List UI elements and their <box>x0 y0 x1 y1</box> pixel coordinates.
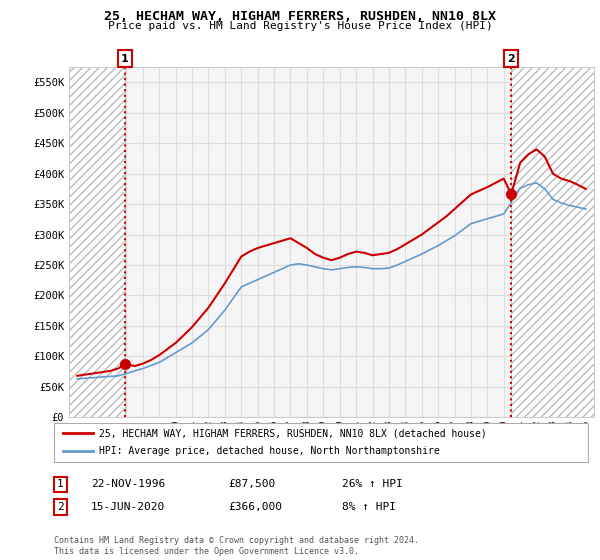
Text: 2: 2 <box>507 54 515 64</box>
Text: 8% ↑ HPI: 8% ↑ HPI <box>342 502 396 512</box>
Text: Contains HM Land Registry data © Crown copyright and database right 2024.
This d: Contains HM Land Registry data © Crown c… <box>54 536 419 556</box>
Text: 25, HECHAM WAY, HIGHAM FERRERS, RUSHDEN, NN10 8LX: 25, HECHAM WAY, HIGHAM FERRERS, RUSHDEN,… <box>104 10 496 22</box>
Text: 15-JUN-2020: 15-JUN-2020 <box>91 502 166 512</box>
Text: 2: 2 <box>57 502 64 512</box>
Text: 22-NOV-1996: 22-NOV-1996 <box>91 479 166 489</box>
Text: 26% ↑ HPI: 26% ↑ HPI <box>342 479 403 489</box>
Text: 25, HECHAM WAY, HIGHAM FERRERS, RUSHDEN, NN10 8LX (detached house): 25, HECHAM WAY, HIGHAM FERRERS, RUSHDEN,… <box>99 428 487 438</box>
Text: Price paid vs. HM Land Registry's House Price Index (HPI): Price paid vs. HM Land Registry's House … <box>107 21 493 31</box>
Text: 1: 1 <box>57 479 64 489</box>
Text: £366,000: £366,000 <box>228 502 282 512</box>
Text: 1: 1 <box>121 54 128 64</box>
Bar <box>69 67 125 417</box>
Text: HPI: Average price, detached house, North Northamptonshire: HPI: Average price, detached house, Nort… <box>99 446 440 456</box>
Bar <box>511 67 594 417</box>
Text: £87,500: £87,500 <box>228 479 275 489</box>
